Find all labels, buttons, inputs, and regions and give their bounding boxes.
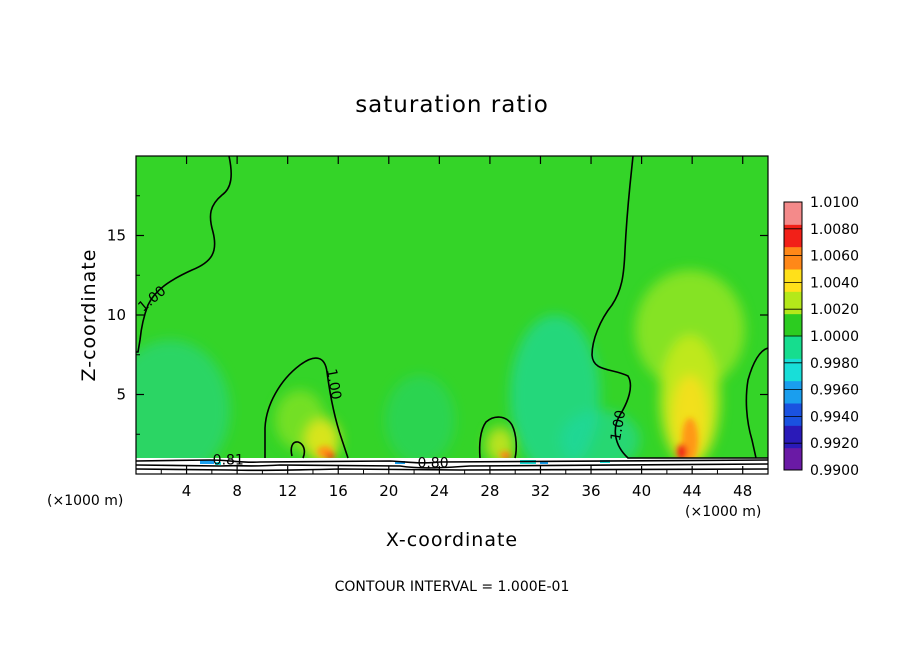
colorbar-swatch (784, 269, 802, 292)
updraft-cores (317, 418, 698, 462)
colorbar-swatch (784, 425, 802, 449)
x-tick-label: 4 (182, 482, 192, 500)
x-tick-label: 24 (430, 482, 449, 500)
x-tick-label: 48 (733, 482, 752, 500)
colorbar-swatch (784, 291, 802, 315)
colorbar-swatch (784, 202, 802, 225)
x-tick-label: 16 (329, 482, 348, 500)
contour-1.00-bubble-13 (290, 441, 306, 459)
contour-1.00-east-edge (745, 347, 768, 459)
colorbar-swatch (784, 403, 802, 426)
colorbar-swatch (784, 246, 802, 270)
colorbar-label: 1.0060 (810, 249, 859, 265)
x-tick-label: 36 (581, 482, 600, 500)
colorbar-label: 0.9940 (810, 409, 859, 425)
contour-label: 0.80 (417, 456, 448, 472)
subsaturated-patches (136, 315, 640, 474)
plot-area (136, 156, 768, 474)
colorbar-swatch (784, 336, 802, 359)
colorbar-label: 1.0040 (810, 275, 859, 291)
contour-label: 1.00 (608, 409, 629, 442)
x-tick-label: 12 (278, 482, 297, 500)
colorbar: 0.9900 0.9920 0.9940 0.9960 0.9980 1.0000 1.00… (783, 195, 859, 479)
colorbar-label: 0.9900 (810, 463, 859, 479)
colorbar-swatch (784, 313, 802, 337)
y-tick-label: 5 (116, 386, 126, 404)
contour-surface-2 (136, 463, 768, 469)
x-axis-title: X-coordinate (386, 529, 518, 551)
y-tick-label: 15 (107, 227, 126, 245)
colorbar-label: 1.0000 (810, 329, 859, 345)
y-tick-label: 10 (107, 306, 126, 324)
contour-lines (136, 156, 768, 472)
x-axis-ticks: 4 8 12 16 20 24 28 32 36 40 44 48 (160, 156, 752, 500)
x-tick-label: 8 (232, 482, 242, 500)
colorbar-label: 1.0080 (810, 222, 859, 238)
x-tick-label: 44 (683, 482, 702, 500)
colorbar-swatch (784, 224, 802, 248)
contour-label: 1.00 (323, 368, 344, 401)
x-tick-label: 20 (379, 482, 398, 500)
contour-1.00-east (591, 156, 768, 459)
contour-interval-note: CONTOUR INTERVAL = 1.000E-01 (335, 579, 570, 595)
colorbar-swatch (784, 358, 802, 382)
contour-surface-3 (136, 468, 768, 472)
contour-1.00-updraft-16 (264, 357, 349, 459)
contour-surface-1 (136, 459, 768, 464)
x-unit-label-right: (×1000 m) (685, 504, 761, 520)
x-unit-label-left: (×1000 m) (47, 493, 123, 509)
x-tick-label: 40 (632, 482, 651, 500)
colorbar-label: 0.9980 (810, 356, 859, 372)
chart-title: saturation ratio (355, 92, 549, 118)
x-tick-label: 32 (531, 482, 550, 500)
contour-1.00-west (136, 156, 232, 353)
colorbar-label: 0.9960 (810, 383, 859, 399)
colorbar-label: 1.0100 (810, 195, 859, 211)
y-axis-ticks: 5 10 15 (107, 195, 768, 435)
y-axis-title: Z-coordinate (78, 249, 100, 382)
contour-1.00-updraft-29 (478, 416, 518, 459)
x-tick-label: 28 (480, 482, 499, 500)
contour-label: 0.81 (213, 452, 244, 468)
colorbar-swatch (784, 447, 802, 471)
colorbar-label: 1.0020 (810, 302, 859, 318)
colorbar-label: 0.9920 (810, 436, 859, 452)
updraft-plumes (275, 270, 745, 465)
colorbar-swatch (784, 380, 802, 404)
